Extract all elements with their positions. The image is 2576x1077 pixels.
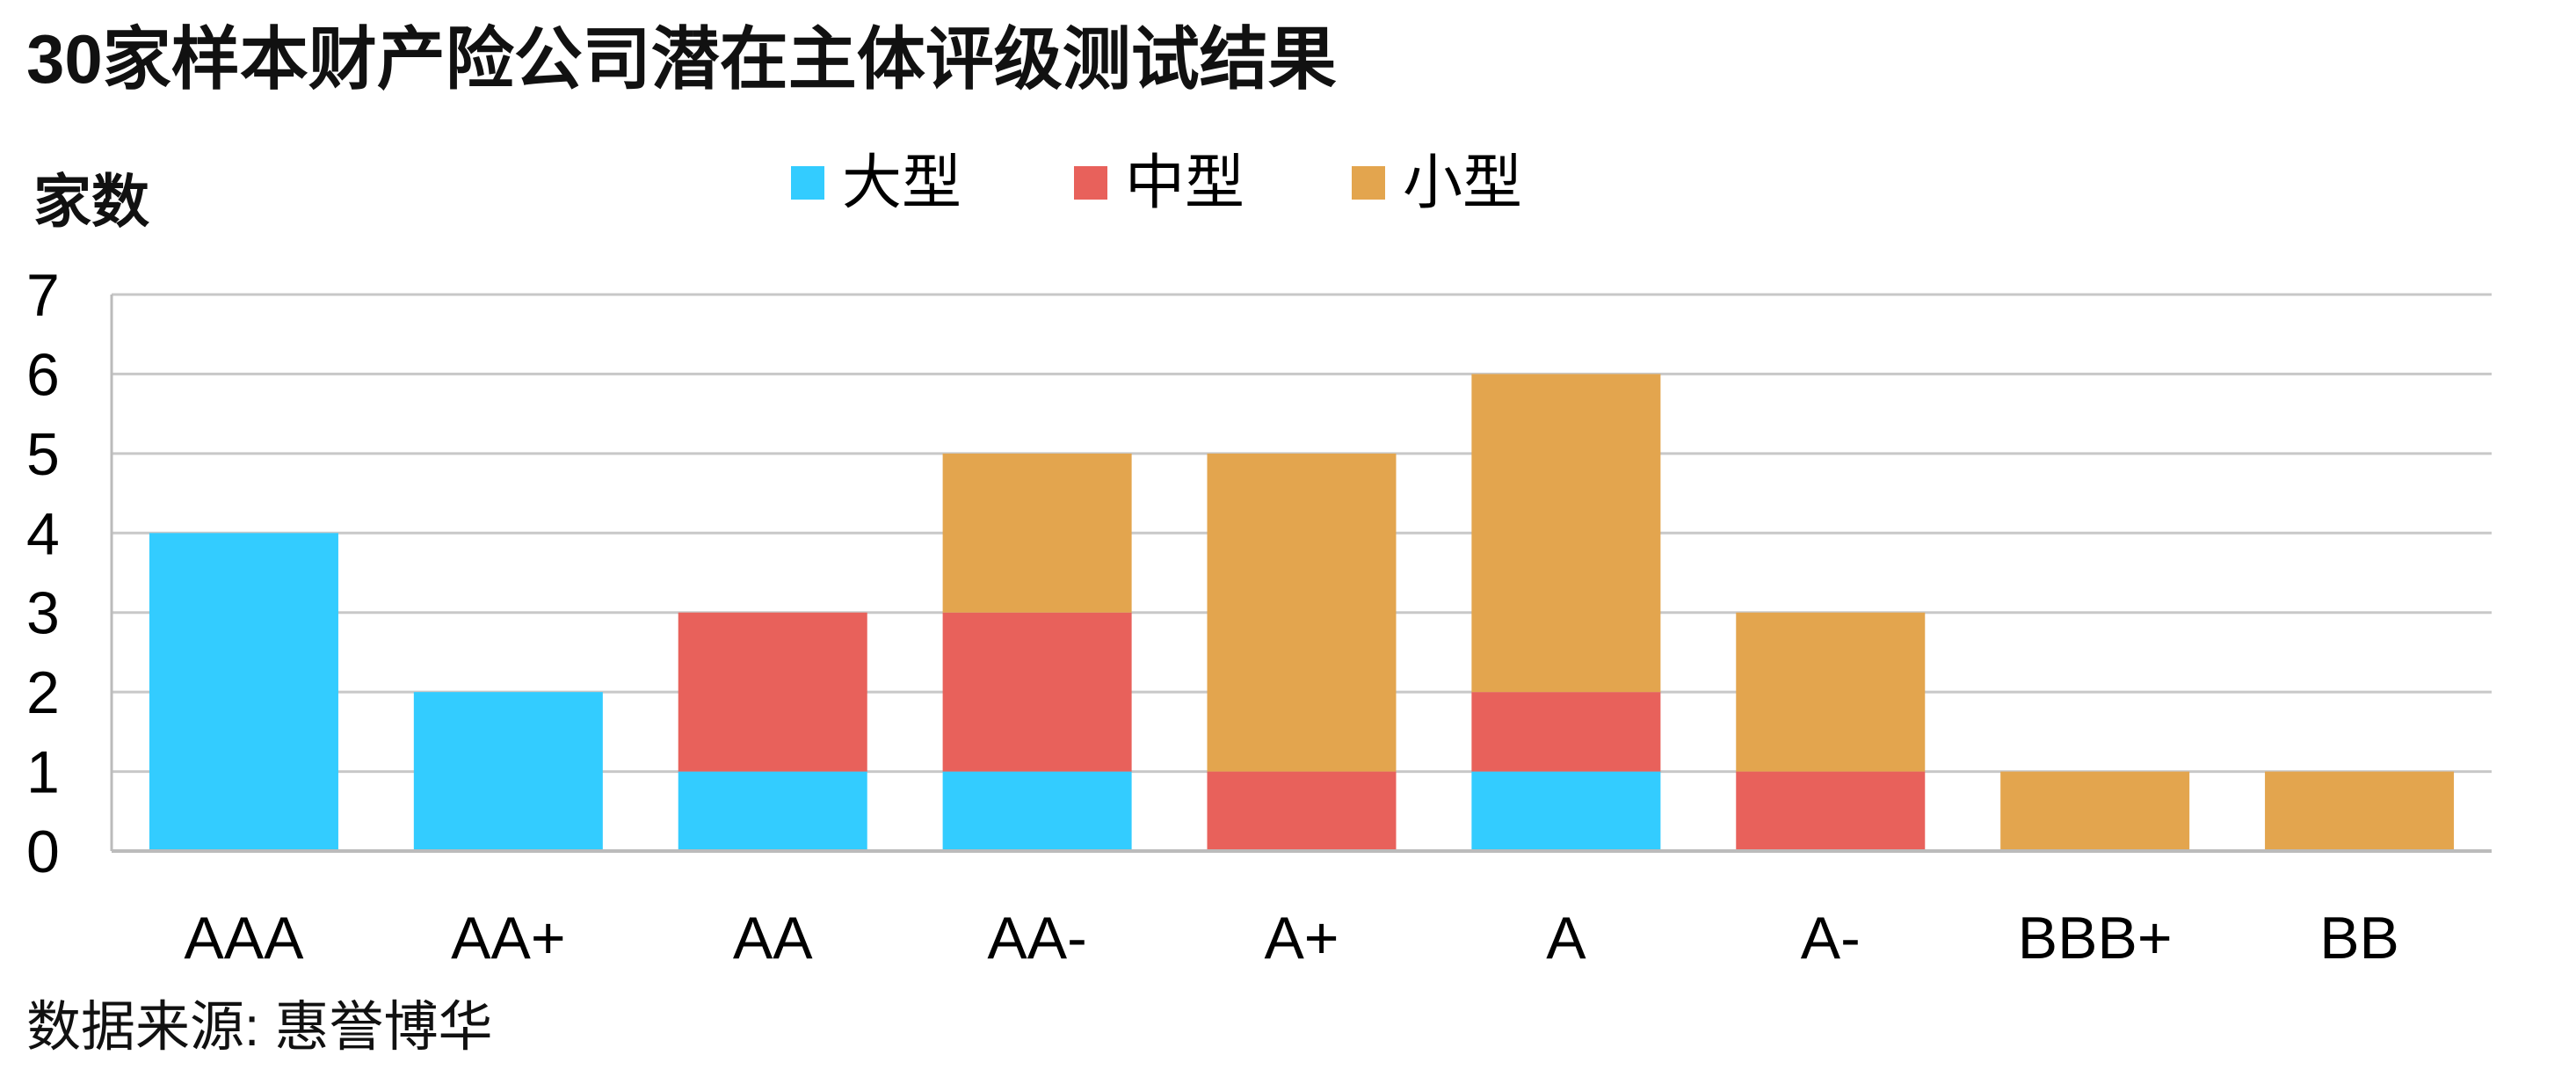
x-tick-label: AA+ xyxy=(451,905,565,971)
bar-segment-A+-小型 xyxy=(1207,453,1397,772)
bar-segment-AA-大型 xyxy=(678,771,867,851)
legend-swatch xyxy=(1352,166,1385,200)
y-tick-label: 4 xyxy=(26,500,60,567)
y-axis-label: 家数 xyxy=(33,169,149,234)
chart-title: 30家样本财产险公司潜在主体评级测试结果 xyxy=(26,20,1337,98)
bar-segment-A-大型 xyxy=(1471,771,1661,851)
bar-segment-A+-中型 xyxy=(1207,771,1397,851)
x-tick-label: A+ xyxy=(1264,905,1339,971)
y-tick-label: 3 xyxy=(26,580,60,647)
bar-segment-AA--小型 xyxy=(942,453,1132,613)
y-tick-label: 2 xyxy=(26,659,60,726)
bar-segment-AAA-大型 xyxy=(149,533,338,851)
data-source-note: 数据来源: 惠誉博华 xyxy=(26,997,493,1058)
legend-label: 大型 xyxy=(842,149,961,216)
bar-segment-BB-小型 xyxy=(2265,771,2455,851)
y-tick-label: 1 xyxy=(26,739,60,806)
x-tick-label: AA- xyxy=(987,905,1086,971)
bar-segment-AA-中型 xyxy=(678,612,867,772)
x-tick-label: AA xyxy=(733,905,813,971)
x-tick-label: BBB+ xyxy=(2018,905,2173,971)
legend-swatch xyxy=(791,166,824,200)
bar-segment-A--小型 xyxy=(1736,612,1926,772)
x-tick-label: AAA xyxy=(184,905,304,971)
legend-swatch xyxy=(1074,166,1107,200)
legend-label: 小型 xyxy=(1403,149,1522,216)
y-tick-label: 7 xyxy=(26,262,60,329)
bar-segment-AA+-大型 xyxy=(413,692,603,851)
x-tick-label: A- xyxy=(1801,905,1861,971)
bars xyxy=(149,374,2455,851)
bar-segment-AA--中型 xyxy=(942,612,1132,772)
bar-segment-A--中型 xyxy=(1736,771,1926,851)
legend: 大型 中型 小型 xyxy=(791,149,1522,216)
bar-segment-BBB+-小型 xyxy=(2000,771,2190,851)
x-tick-label: BB xyxy=(2319,905,2399,971)
y-tick-label: 5 xyxy=(26,421,60,488)
y-tick-label: 6 xyxy=(26,341,60,408)
x-tick-label: A xyxy=(1546,905,1586,971)
y-tick-label: 0 xyxy=(26,819,60,885)
legend-label: 中型 xyxy=(1125,149,1244,216)
bar-segment-AA--大型 xyxy=(942,771,1132,851)
bar-segment-A-中型 xyxy=(1471,692,1661,772)
bar-segment-A-小型 xyxy=(1471,374,1661,693)
